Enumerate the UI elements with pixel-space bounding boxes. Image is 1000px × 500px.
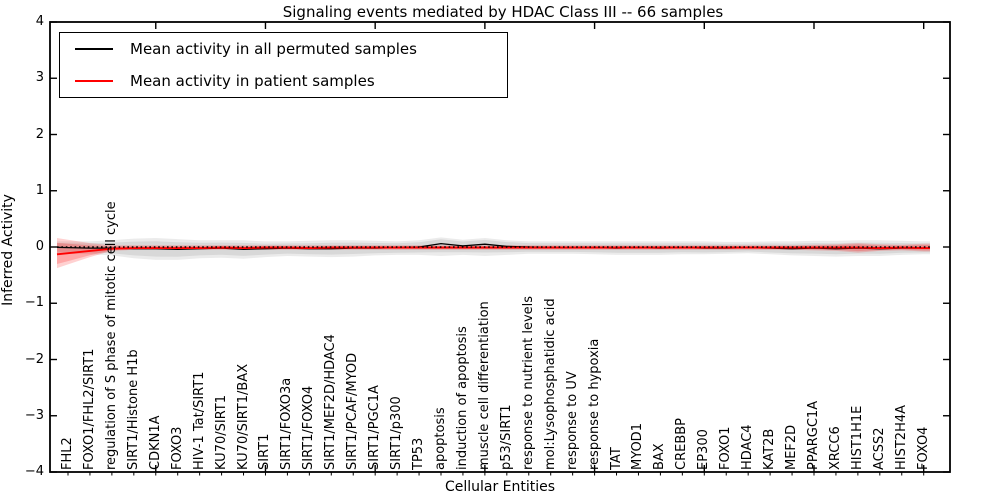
y-tick-label: −4 [24, 464, 44, 479]
x-entity-label: PPARGC1A [805, 400, 821, 470]
x-entity-label: HIV-1 Tat/SIRT1 [191, 371, 207, 470]
x-entity-label: SIRT1/PGC1A [367, 385, 383, 470]
y-tick-label: −2 [24, 351, 44, 367]
x-entity-label: SIRT1/p300 [389, 396, 405, 470]
y-tick-label: 1 [35, 182, 44, 198]
x-entity-label: MYOD1 [630, 423, 646, 470]
patient-line-swatch [75, 80, 113, 82]
legend-label-permuted: Mean activity in all permuted samples [130, 40, 417, 58]
x-entity-label: TP53 [411, 437, 427, 470]
patient-mean-line [56, 246, 930, 256]
x-entity-label: TAT [608, 447, 624, 470]
permuted-line-swatch [75, 48, 113, 50]
x-entity-label: FOXO4 [915, 426, 931, 470]
legend-row-patient: Mean activity in patient samples [60, 67, 507, 95]
x-entity-label: XRCC6 [827, 426, 843, 470]
y-tick-label: 0 [35, 239, 44, 254]
legend-label-patient: Mean activity in patient samples [130, 72, 375, 90]
x-entity-label: KU70/SIRT1/BAX [235, 363, 251, 470]
x-entity-label: SIRT1/FOXO4 [301, 385, 317, 470]
x-entity-label: HIST2H4A [893, 404, 909, 470]
patient-confidence-band-outer [57, 238, 930, 269]
x-entity-label: KU70/SIRT1 [213, 395, 229, 470]
x-entity-label: FOXO1/FHL2/SIRT1 [81, 348, 97, 470]
permuted-confidence-band-outer [57, 237, 930, 260]
x-entity-label: BAX [652, 443, 668, 470]
x-entity-label: EP300 [696, 429, 712, 470]
y-tick-label: −3 [24, 407, 44, 423]
x-entity-label: MEF2D [784, 424, 800, 470]
legend-box: Mean activity in all permuted samples Me… [59, 32, 508, 98]
x-entity-label: muscle cell differentiation [476, 301, 492, 470]
y-tick-label: 2 [35, 126, 44, 142]
x-entity-label: response to nutrient levels [520, 295, 536, 470]
x-entity-label: SIRT1/FOXO3a [279, 377, 295, 470]
y-tick-label: −1 [24, 295, 44, 311]
x-entity-label: FOXO1 [718, 426, 734, 470]
x-entity-label: induction of apoptosis [454, 326, 470, 470]
x-entity-label: regulation of S phase of mitotic cell cy… [103, 201, 119, 470]
x-entity-label: FOXO3 [169, 426, 185, 470]
x-entity-label: apoptosis [432, 407, 448, 470]
x-entity-label: SIRT1/PCAF/MYOD [345, 352, 361, 470]
x-axis-label: Cellular Entities [444, 479, 556, 495]
x-entity-label: HIST1H1E [849, 405, 865, 470]
x-entity-label: SIRT1 [257, 433, 273, 470]
x-entity-label: HDAC4 [740, 424, 756, 470]
x-entity-label: CDKN1A [147, 415, 163, 470]
chart-title: Signaling events mediated by HDAC Class … [282, 3, 724, 21]
x-entity-label: KAT2B [762, 428, 778, 470]
x-entity-label: ACSS2 [871, 427, 887, 470]
y-tick-label: 3 [35, 70, 44, 86]
x-entity-label: mol:Lysophosphatidic acid [542, 298, 558, 470]
x-entity-label: SIRT1/MEF2D/HDAC4 [323, 334, 339, 470]
x-entity-label: SIRT1/Histone H1b [125, 349, 141, 470]
x-entity-label: CREBBP [674, 418, 690, 470]
x-entity-label: response to hypoxia [586, 338, 602, 470]
y-tick-label: 4 [35, 14, 44, 29]
x-entity-label: response to UV [564, 371, 580, 470]
x-entity-label: FHL2 [60, 437, 75, 470]
legend-row-permuted: Mean activity in all permuted samples [60, 35, 507, 63]
x-entity-label: p53/SIRT1 [498, 404, 514, 470]
